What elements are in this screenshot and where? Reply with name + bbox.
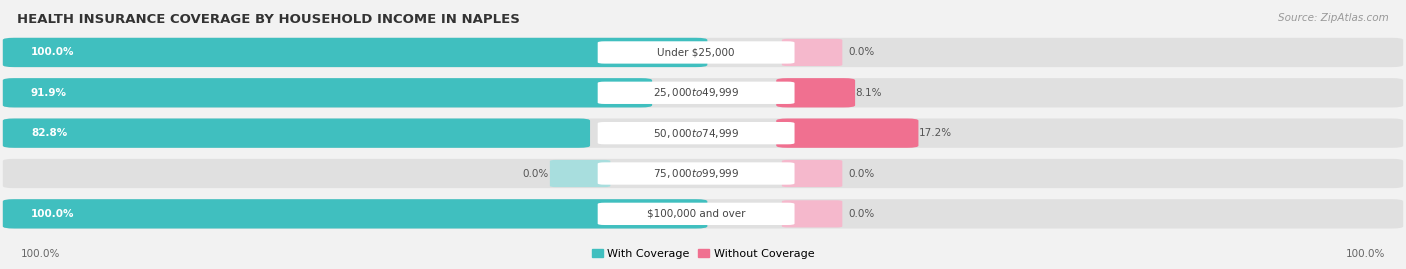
Text: $75,000 to $99,999: $75,000 to $99,999 (652, 167, 740, 180)
Text: $25,000 to $49,999: $25,000 to $49,999 (652, 86, 740, 99)
Text: 82.8%: 82.8% (31, 128, 67, 138)
Text: Source: ZipAtlas.com: Source: ZipAtlas.com (1278, 13, 1389, 23)
FancyBboxPatch shape (782, 200, 842, 227)
FancyBboxPatch shape (3, 38, 1403, 67)
FancyBboxPatch shape (598, 203, 794, 225)
Text: 100.0%: 100.0% (1346, 249, 1385, 259)
FancyBboxPatch shape (598, 82, 794, 104)
Text: $100,000 and over: $100,000 and over (647, 209, 745, 219)
FancyBboxPatch shape (598, 162, 794, 185)
FancyBboxPatch shape (3, 78, 1403, 107)
FancyBboxPatch shape (776, 78, 855, 107)
Text: 0.0%: 0.0% (522, 168, 548, 179)
FancyBboxPatch shape (598, 41, 794, 63)
FancyBboxPatch shape (3, 118, 1403, 148)
Text: 0.0%: 0.0% (848, 209, 875, 219)
FancyBboxPatch shape (3, 199, 1403, 228)
Text: 100.0%: 100.0% (21, 249, 60, 259)
Text: 91.9%: 91.9% (31, 88, 67, 98)
Text: 17.2%: 17.2% (918, 128, 952, 138)
FancyBboxPatch shape (550, 160, 610, 187)
FancyBboxPatch shape (3, 199, 707, 228)
Text: $50,000 to $74,999: $50,000 to $74,999 (652, 127, 740, 140)
FancyBboxPatch shape (3, 38, 707, 67)
Text: 8.1%: 8.1% (855, 88, 882, 98)
FancyBboxPatch shape (3, 118, 591, 148)
Legend: With Coverage, Without Coverage: With Coverage, Without Coverage (588, 245, 818, 263)
Text: 0.0%: 0.0% (848, 47, 875, 58)
FancyBboxPatch shape (3, 78, 652, 107)
FancyBboxPatch shape (776, 118, 918, 148)
FancyBboxPatch shape (782, 39, 842, 66)
Text: 100.0%: 100.0% (31, 47, 75, 58)
Text: Under $25,000: Under $25,000 (658, 47, 735, 58)
FancyBboxPatch shape (598, 122, 794, 144)
FancyBboxPatch shape (3, 159, 1403, 188)
FancyBboxPatch shape (782, 160, 842, 187)
Text: 100.0%: 100.0% (31, 209, 75, 219)
Text: HEALTH INSURANCE COVERAGE BY HOUSEHOLD INCOME IN NAPLES: HEALTH INSURANCE COVERAGE BY HOUSEHOLD I… (17, 13, 520, 26)
Text: 0.0%: 0.0% (848, 168, 875, 179)
